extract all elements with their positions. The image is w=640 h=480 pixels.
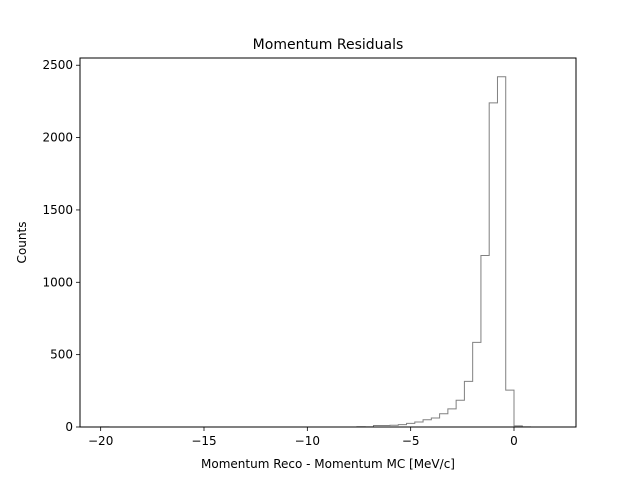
y-tick-label: 500	[50, 348, 73, 362]
x-tick-label: 0	[510, 434, 518, 448]
x-tick-label: −20	[88, 434, 113, 448]
y-axis: 0 500 1000 1500 2000 2500	[42, 58, 80, 434]
axes-frame	[79, 57, 577, 428]
y-tick-label: 2000	[42, 131, 73, 145]
y-tick-label: 2500	[42, 58, 73, 72]
y-tick-label: 0	[65, 420, 73, 434]
y-axis-label: Counts	[15, 222, 29, 264]
chart-title: Momentum Residuals	[253, 37, 404, 53]
x-axis-label: Momentum Reco - Momentum MC [MeV/c]	[201, 457, 455, 471]
x-tick-label: −10	[295, 434, 320, 448]
x-tick-label: −5	[402, 434, 420, 448]
x-tick-label: −15	[191, 434, 216, 448]
y-tick-label: 1500	[42, 203, 73, 217]
y-tick-label: 1000	[42, 275, 73, 289]
x-axis: −20 −15 −10 −5 0	[88, 427, 518, 448]
